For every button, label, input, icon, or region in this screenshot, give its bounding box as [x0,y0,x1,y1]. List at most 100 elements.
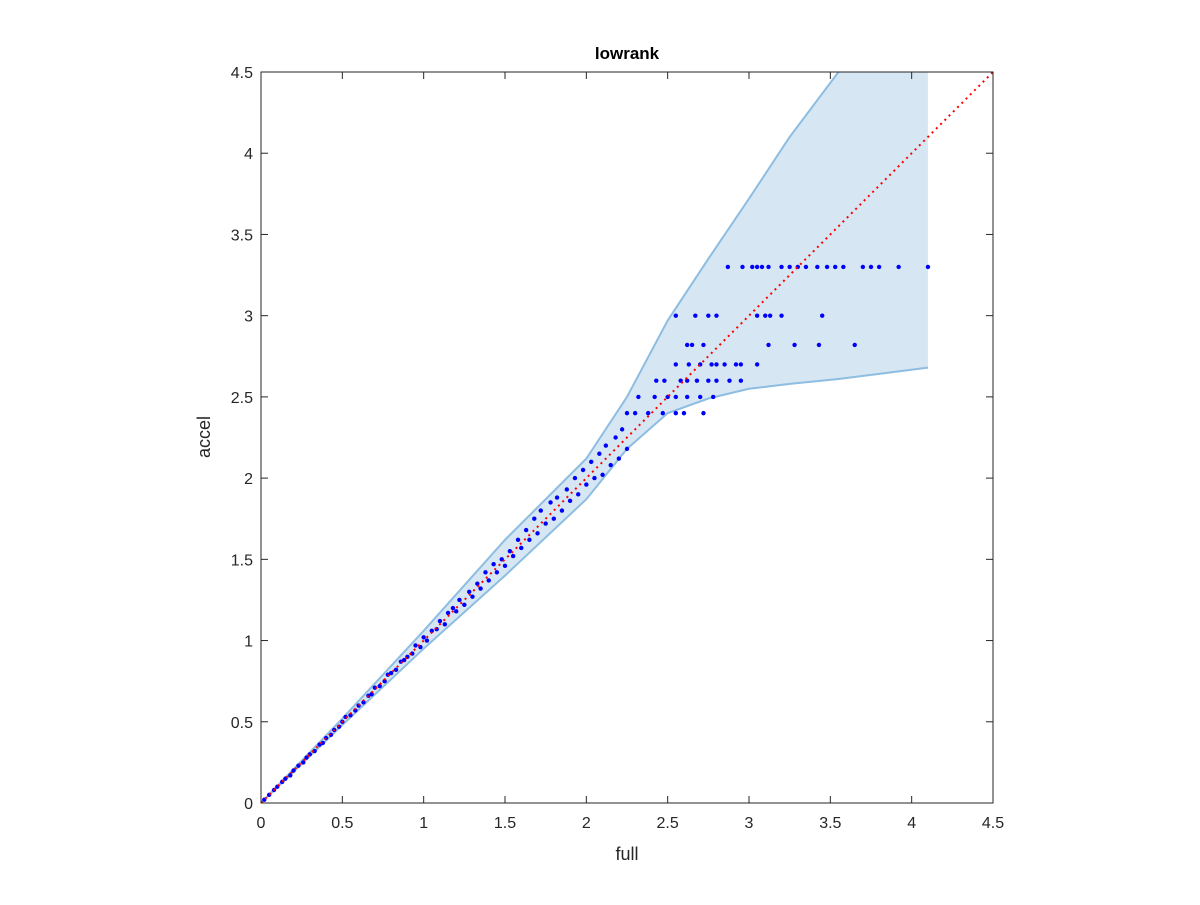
scatter-point [279,779,285,785]
x-tick-label: 1 [419,815,428,832]
x-tick-label: 3.5 [819,815,841,832]
scatter-point [684,394,690,400]
scatter-point [502,563,508,569]
y-tick-label: 1 [244,634,253,651]
scatter-point [291,768,296,773]
scatter-point [603,443,609,448]
scatter-point [538,508,543,513]
scatter-point [779,313,784,318]
scatter-point [740,264,745,270]
scatter-point [722,362,727,367]
scatter-point [815,264,820,270]
axes-box [260,71,994,804]
scatter-point [694,378,700,383]
scatter-point [652,394,657,400]
reference-line [261,72,993,803]
scatter-point [792,342,797,348]
scatter-point [654,378,659,383]
scatter-point [450,605,456,611]
scatter-point [686,362,692,367]
scatter-point [896,264,901,270]
scatter-point [288,773,293,778]
scatter-point [543,521,548,526]
scatter-point [510,553,516,559]
scatter-point [820,313,825,318]
scatter-point [445,610,451,616]
scatter-point [393,667,399,672]
scatter-point [551,516,556,521]
scatter-point [301,760,306,765]
scatter-point [597,451,602,456]
scatter-point [424,638,430,643]
y-tick-label: 0 [244,796,253,813]
scatter-point [706,313,711,318]
scatter-point [600,472,605,478]
scatter-point [494,570,500,575]
scatter-point [401,657,407,663]
scatter-point [714,362,719,367]
scatter-point [348,713,353,718]
scatter-point [410,651,415,656]
scatter-point [714,378,719,383]
scatter-point [860,264,866,270]
scatter-point [754,264,760,270]
scatter-point [779,264,784,270]
scatter-point [701,342,706,348]
scatter-point [714,313,719,318]
scatter-point [442,622,448,627]
scatter-point [803,264,809,270]
scatter-point [787,264,792,270]
scatter-point [727,378,732,383]
scatter-point [388,670,394,676]
chart-title: lowrank [595,44,660,63]
scatter-point [624,446,630,452]
scatter-point [567,498,573,504]
scatter-point [616,456,622,461]
y-tick-label: 2.5 [231,390,253,407]
y-tick-label: 4 [244,146,253,163]
scatter-point [312,748,317,754]
scatter-point [833,264,838,270]
scatter-point [564,487,570,492]
scatter-point [491,562,496,567]
scatter-point [515,537,521,543]
scatter-point [738,378,744,383]
scatter-point [767,313,773,318]
scatter-point [619,427,625,432]
scatter-point [693,313,698,318]
scatter-point [709,362,714,367]
x-tick-label: 2.5 [657,815,679,832]
scatter-point [706,378,711,383]
scatter-point [852,342,857,348]
scatter-point [925,264,931,270]
x-tick-label: 3 [745,815,754,832]
scatter-point [841,264,846,270]
scatter-point [454,609,459,614]
x-tick-label: 0 [257,815,266,832]
scatter-point [636,394,641,400]
scatter-point [527,537,532,543]
scatter-point [754,362,760,367]
scatter-point [766,264,771,270]
scatter-point [711,394,716,400]
scatter-point [624,410,630,416]
scatter-point [673,313,678,318]
scatter-point [754,313,760,318]
x-axis-label: full [615,844,638,864]
x-tick-label: 4 [907,815,916,832]
band-area [261,72,928,803]
scatter-point [523,527,529,533]
scatter-point [759,264,765,270]
scatter-point [816,342,822,348]
scatter-point [592,475,597,481]
scatter-point [467,589,472,595]
scatter-point [580,467,586,473]
scatter-point [763,313,768,318]
band-edge [261,72,840,803]
scatter-point [320,740,326,746]
scatter-point [660,410,665,416]
scatter-point [462,602,467,608]
x-tick-label: 0.5 [331,815,353,832]
scatter-point [548,500,553,505]
